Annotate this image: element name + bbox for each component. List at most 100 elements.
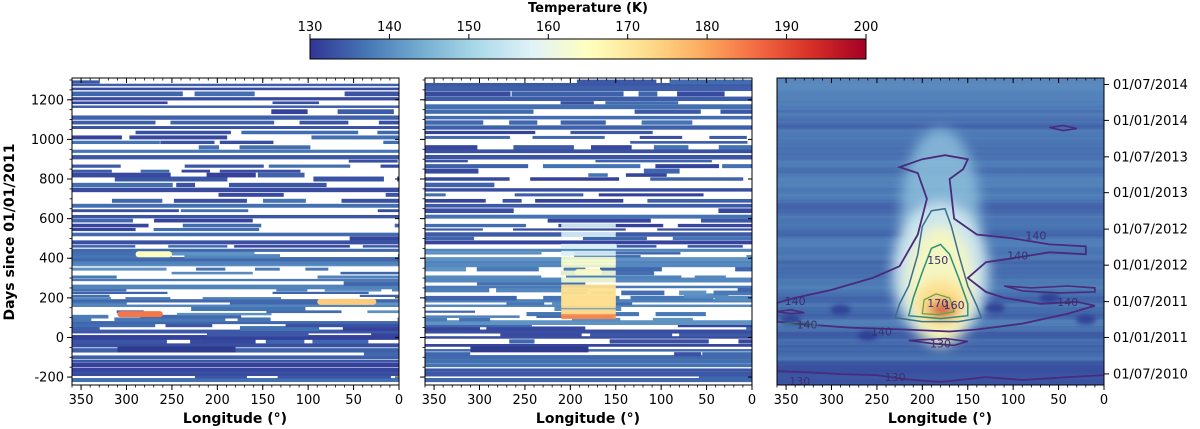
- track-segment: [459, 317, 491, 322]
- warm-column-segment: [561, 300, 616, 306]
- track-segment: [72, 278, 399, 282]
- track-segment: [219, 140, 274, 145]
- track-segment: [605, 101, 679, 105]
- warm-column-segment: [561, 250, 616, 256]
- track-segment: [582, 236, 647, 241]
- track-segment: [72, 254, 172, 259]
- x-tick-label: 350: [774, 393, 799, 408]
- panel-3-axes: 350 300 250 200 150 100 50 0 01/07/2014 01/01/201…: [774, 78, 1188, 408]
- track-segment: [72, 101, 168, 105]
- track-segment: [532, 135, 605, 139]
- track-segment: [154, 218, 253, 223]
- track-segment: [72, 140, 160, 145]
- track-segment: [72, 291, 168, 295]
- track-segment: [425, 193, 446, 197]
- field-streak: [777, 80, 1104, 87]
- track-segment: [630, 141, 748, 144]
- hotspot: [317, 298, 377, 305]
- hotspot: [135, 251, 172, 258]
- track-segment: [560, 101, 594, 105]
- track-segment: [206, 332, 309, 337]
- track-segment: [425, 130, 536, 135]
- track-segment: [305, 267, 329, 271]
- track-segment: [563, 266, 586, 272]
- track-segment: [641, 120, 693, 125]
- track-segment: [425, 96, 752, 102]
- panel-1: 350 300 250 200 150 100 50 0 -200 0 200 400 600 800 10…: [2, 77, 403, 427]
- track-segment: [425, 326, 480, 331]
- colorbar: Temperature (K) 130 140 150 160 170 180 190 200: [298, 1, 878, 60]
- field-streak: [777, 94, 1104, 100]
- warm-plume: [892, 128, 989, 346]
- track-segment: [425, 159, 468, 163]
- track-segment: [630, 295, 714, 301]
- track-segment: [72, 335, 399, 340]
- right-date-label: 01/07/2012: [1113, 223, 1188, 238]
- contour-label: 160: [944, 299, 965, 312]
- contour-label: 140: [1007, 249, 1028, 262]
- track-segment: [176, 312, 272, 316]
- track-segment: [590, 145, 632, 150]
- track-segment: [476, 281, 586, 286]
- track-segment: [72, 267, 167, 271]
- track-segment: [722, 164, 752, 169]
- track-segment: [266, 310, 342, 314]
- y-tick-label: -200: [34, 371, 64, 386]
- x-tick-label: 350: [422, 393, 447, 408]
- contour-130: [908, 337, 969, 347]
- track-segment: [560, 120, 606, 125]
- track-segment: [272, 291, 369, 295]
- field-streak: [777, 125, 1104, 130]
- field-streak: [777, 344, 1104, 351]
- track-segment: [168, 245, 228, 248]
- track-segment: [530, 177, 620, 181]
- track-segment: [394, 223, 399, 228]
- contour-130: [777, 308, 805, 315]
- contour-label: 140: [1057, 296, 1078, 309]
- track-segment: [425, 125, 752, 130]
- track-segment: [425, 240, 752, 245]
- track-segment: [677, 323, 752, 328]
- y-tick-label: 200: [39, 291, 64, 306]
- colorbar-tick-label: 140: [377, 20, 402, 35]
- track-segment: [72, 304, 399, 307]
- field-streak: [777, 89, 1104, 97]
- panel-1-ylabel: Days since 01/01/2011: [2, 144, 18, 321]
- track-segment: [153, 227, 260, 232]
- track-segment: [72, 259, 399, 265]
- track-segment: [72, 245, 136, 248]
- track-segment: [425, 352, 471, 357]
- track-segment: [425, 368, 752, 372]
- track-segment: [647, 198, 752, 203]
- warm-column-segment: [561, 277, 616, 283]
- warm-column-segment: [561, 293, 616, 299]
- panel-3-xlabel: Longitude (°): [888, 411, 992, 427]
- cold-spot: [830, 304, 851, 315]
- track-segment: [425, 320, 752, 325]
- right-date-label: 01/01/2011: [1113, 331, 1188, 346]
- track-segment: [234, 245, 350, 248]
- x-tick-label: 300: [114, 393, 139, 408]
- track-segment: [299, 120, 349, 125]
- track-segment: [313, 176, 384, 182]
- track-segment: [511, 91, 624, 97]
- y-tick-label: 1000: [31, 133, 64, 148]
- track-segment: [271, 109, 308, 115]
- track-segment: [718, 145, 752, 150]
- colorbar-tick-label: 150: [456, 20, 481, 35]
- track-segment: [171, 271, 253, 275]
- y-tick-label: 800: [39, 173, 64, 188]
- x-tick-label: 200: [205, 393, 230, 408]
- x-tick-label: 150: [250, 393, 275, 408]
- track-segment: [599, 266, 662, 272]
- track-segment: [677, 223, 752, 228]
- warm-column-segment: [561, 231, 616, 237]
- track-segment: [342, 326, 399, 332]
- track-segment: [425, 91, 511, 97]
- warm-column-segment: [561, 223, 616, 229]
- track-segment: [184, 254, 280, 259]
- track-segment: [140, 169, 170, 173]
- track-segment: [571, 317, 621, 322]
- track-segment: [634, 109, 701, 114]
